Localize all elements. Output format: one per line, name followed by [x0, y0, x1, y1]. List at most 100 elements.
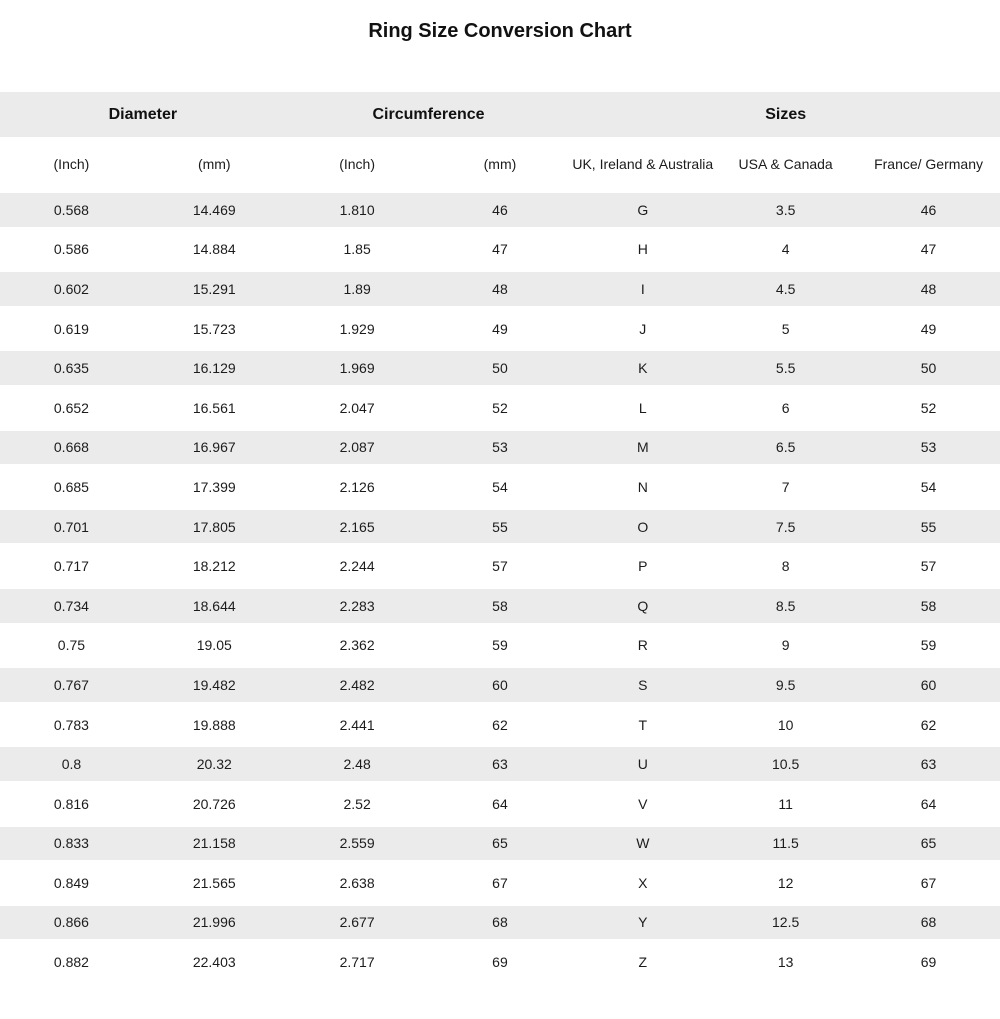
cell: 21.565: [142, 863, 286, 903]
cell: V: [571, 783, 715, 824]
column-header: (Inch): [285, 137, 429, 190]
cell: 0.586: [0, 229, 143, 270]
table-row: 0.783 19.888 2.441 62 T 10 62: [0, 704, 1000, 745]
cell: 52: [857, 387, 1000, 428]
cell: 65: [857, 823, 1000, 864]
table-row: 0.602 15.291 1.89 48 I 4.5 48: [0, 269, 1000, 309]
cell: 0.833: [0, 823, 143, 864]
cell: 19.05: [142, 625, 286, 666]
table-row: 0.568 14.469 1.810 46 G 3.5 46: [0, 190, 1000, 230]
cell: I: [571, 269, 715, 309]
table-row: 0.849 21.565 2.638 67 X 12 67: [0, 863, 1000, 903]
table-row: 0.882 22.403 2.717 69 Z 13 69: [0, 942, 1000, 982]
cell: 0.816: [0, 783, 143, 824]
cell: 21.996: [142, 902, 286, 943]
cell: 60: [428, 665, 572, 705]
cell: 0.767: [0, 665, 143, 705]
cell: 2.126: [285, 467, 429, 507]
cell: 8.5: [714, 585, 858, 626]
cell: 0.652: [0, 387, 143, 428]
cell: 2.638: [285, 863, 429, 903]
cell: 65: [428, 823, 572, 864]
cell: 1.89: [285, 269, 429, 309]
cell: 9.5: [714, 665, 858, 705]
cell: 3.5: [714, 190, 858, 230]
cell: R: [571, 625, 715, 666]
table-body: 0.568 14.469 1.810 46 G 3.5 46 0.586 14.884 1.85 4…: [0, 190, 1000, 982]
cell: 6.5: [714, 427, 858, 468]
cell: 57: [428, 546, 572, 586]
group-header-circumference: Circumference: [285, 92, 572, 137]
table-row: 0.701 17.805 2.165 55 O 7.5 55: [0, 506, 1000, 547]
cell: 59: [428, 625, 572, 666]
cell: 0.75: [0, 625, 143, 666]
cell: 0.635: [0, 348, 143, 388]
cell: 0.619: [0, 308, 143, 349]
cell: G: [571, 190, 715, 230]
page: Ring Size Conversion Chart Diameter Circu…: [0, 19, 1000, 982]
cell: 54: [857, 467, 1000, 507]
cell: 58: [428, 585, 572, 626]
table-row: 0.866 21.996 2.677 68 Y 12.5 68: [0, 902, 1000, 943]
table-row: 0.767 19.482 2.482 60 S 9.5 60: [0, 665, 1000, 705]
cell: 2.283: [285, 585, 429, 626]
cell: 64: [428, 783, 572, 824]
cell: 5: [714, 308, 858, 349]
table-row: 0.816 20.726 2.52 64 V 11 64: [0, 783, 1000, 824]
cell: Q: [571, 585, 715, 626]
cell: 69: [857, 942, 1000, 982]
cell: T: [571, 704, 715, 745]
cell: 0.882: [0, 942, 143, 982]
cell: 15.723: [142, 308, 286, 349]
cell: 2.48: [285, 744, 429, 784]
cell: 63: [428, 744, 572, 784]
cell: 47: [428, 229, 572, 270]
cell: 50: [857, 348, 1000, 388]
cell: U: [571, 744, 715, 784]
cell: 17.805: [142, 506, 286, 547]
cell: 1.969: [285, 348, 429, 388]
cell: 6: [714, 387, 858, 428]
table-row: 0.685 17.399 2.126 54 N 7 54: [0, 467, 1000, 507]
table-row: 0.75 19.05 2.362 59 R 9 59: [0, 625, 1000, 666]
cell: 0.734: [0, 585, 143, 626]
cell: 12: [714, 863, 858, 903]
cell: 2.244: [285, 546, 429, 586]
cell: 4: [714, 229, 858, 270]
cell: 2.441: [285, 704, 429, 745]
group-header-row: Diameter Circumference Sizes: [0, 92, 1000, 137]
cell: 63: [857, 744, 1000, 784]
cell: 0.849: [0, 863, 143, 903]
cell: 52: [428, 387, 572, 428]
cell: 53: [857, 427, 1000, 468]
cell: 0.783: [0, 704, 143, 745]
cell: 59: [857, 625, 1000, 666]
table-header: Diameter Circumference Sizes (Inch) (mm) (Inc…: [0, 92, 1000, 190]
cell: 20.726: [142, 783, 286, 824]
cell: 2.482: [285, 665, 429, 705]
cell: 10.5: [714, 744, 858, 784]
cell: 16.967: [142, 427, 286, 468]
cell: N: [571, 467, 715, 507]
column-header: France/ Germany: [857, 137, 1000, 190]
table-row: 0.619 15.723 1.929 49 J 5 49: [0, 308, 1000, 349]
cell: 12.5: [714, 902, 858, 943]
cell: 0.668: [0, 427, 143, 468]
column-header: USA & Canada: [714, 137, 858, 190]
cell: 55: [857, 506, 1000, 547]
cell: 2.559: [285, 823, 429, 864]
cell: P: [571, 546, 715, 586]
group-header-diameter: Diameter: [0, 92, 286, 137]
table-row: 0.8 20.32 2.48 63 U 10.5 63: [0, 744, 1000, 784]
cell: 48: [857, 269, 1000, 309]
cell: 49: [428, 308, 572, 349]
cell: 46: [857, 190, 1000, 230]
cell: 21.158: [142, 823, 286, 864]
cell: J: [571, 308, 715, 349]
cell: 0.717: [0, 546, 143, 586]
cell: K: [571, 348, 715, 388]
cell: 1.810: [285, 190, 429, 230]
ring-size-conversion-table: Diameter Circumference Sizes (Inch) (mm) (Inc…: [0, 92, 1000, 982]
cell: 67: [428, 863, 572, 903]
cell: 11.5: [714, 823, 858, 864]
